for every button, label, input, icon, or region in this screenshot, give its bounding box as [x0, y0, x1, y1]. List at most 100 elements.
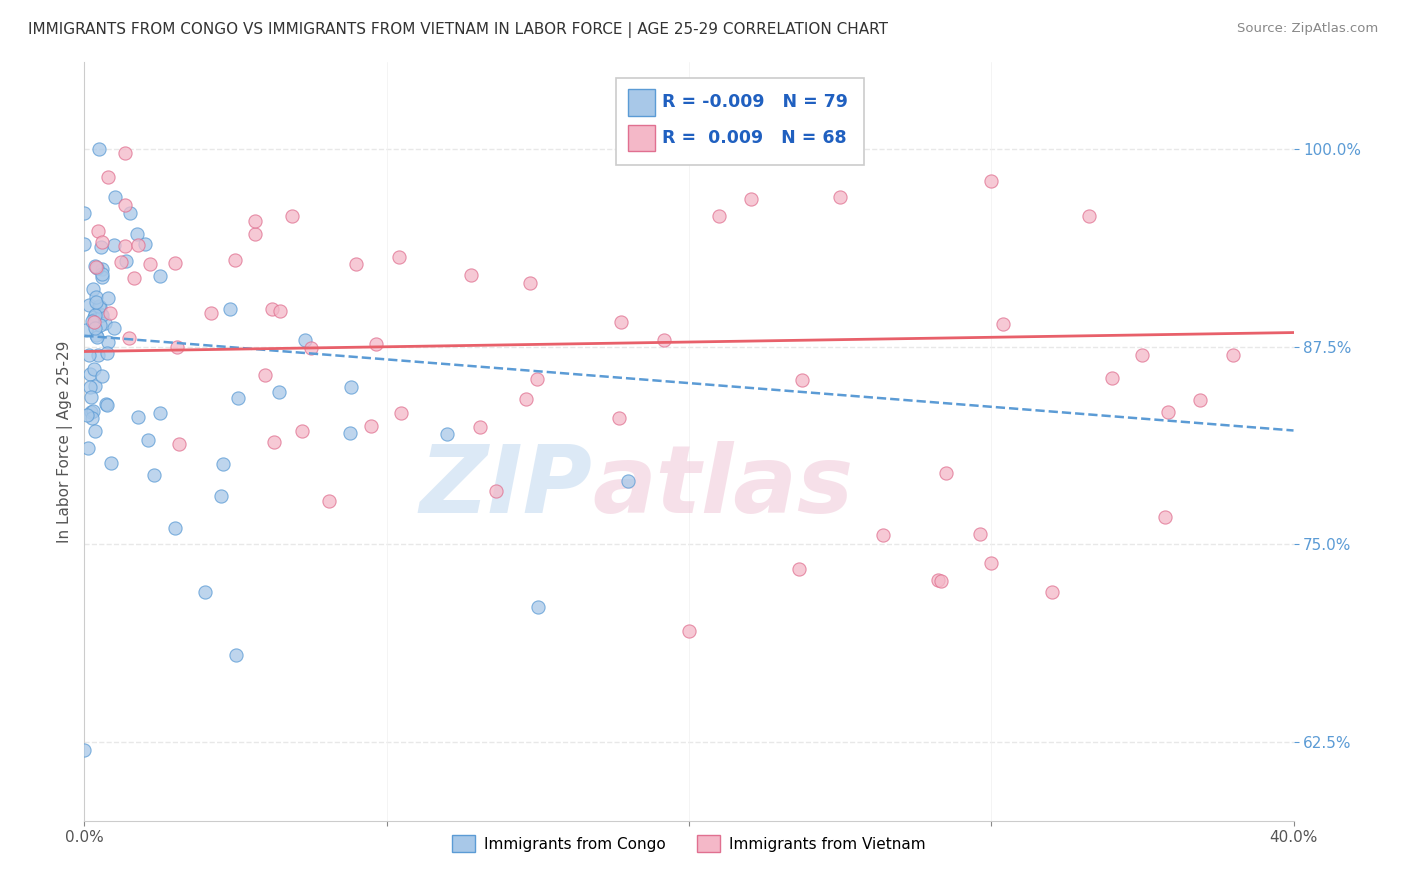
FancyBboxPatch shape [628, 89, 655, 116]
Point [104, 190, 127, 204]
Point [84, 260, 107, 274]
Point [1040, 584, 1063, 599]
Point [77, 297, 100, 311]
Point [82, 410, 104, 425]
Point [83, 379, 105, 393]
Point [82, 282, 104, 296]
Point [360, 419, 382, 434]
Point [927, 574, 949, 588]
Point [114, 145, 136, 160]
Point [299, 341, 322, 355]
Point [97, 335, 120, 350]
Point [991, 317, 1014, 331]
Point [80, 405, 103, 419]
Point [110, 255, 132, 269]
Point [86, 294, 108, 309]
Point [83, 310, 105, 325]
Text: R =  0.009   N = 68: R = 0.009 N = 68 [662, 128, 846, 146]
Point [80, 390, 103, 404]
Point [389, 406, 412, 420]
Point [91, 235, 114, 250]
Point [103, 238, 125, 252]
Point [89, 300, 111, 314]
Point [485, 484, 508, 499]
Point [138, 257, 160, 271]
Point [245, 227, 267, 242]
Text: ZIP: ZIP [419, 441, 592, 533]
Point [127, 409, 149, 424]
Point [165, 521, 187, 535]
Point [86, 348, 108, 362]
Point [267, 385, 290, 400]
Point [80, 314, 103, 328]
Point [96, 345, 118, 359]
Point [115, 254, 138, 268]
FancyBboxPatch shape [628, 125, 655, 151]
Point [790, 373, 813, 387]
Point [281, 209, 304, 223]
Point [83, 259, 105, 273]
Point [90, 308, 112, 322]
Point [366, 336, 388, 351]
Point [82, 404, 104, 418]
Point [83, 361, 105, 376]
Point [194, 584, 217, 599]
Point [91, 369, 114, 384]
Point [94, 316, 117, 330]
Point [76, 409, 98, 423]
Point [980, 174, 1002, 188]
Point [1222, 348, 1244, 362]
Point [77, 348, 100, 362]
Point [118, 331, 141, 345]
Point [1154, 510, 1177, 524]
Point [89, 299, 111, 313]
Point [707, 209, 730, 223]
Point [527, 600, 550, 615]
Point [96, 398, 118, 412]
Point [83, 424, 105, 438]
Point [1101, 370, 1123, 384]
Point [114, 197, 136, 211]
Point [344, 256, 367, 270]
Point [1130, 348, 1153, 362]
Point [340, 380, 363, 394]
Point [269, 304, 291, 318]
Point [103, 321, 125, 335]
Point [90, 267, 112, 281]
Point [872, 528, 894, 542]
Point [84, 289, 107, 303]
Point [86, 330, 108, 344]
Point [97, 169, 120, 184]
Point [90, 240, 112, 254]
Point [75, 323, 97, 337]
FancyBboxPatch shape [616, 78, 865, 165]
Point [969, 527, 991, 541]
Point [94, 396, 117, 410]
Point [165, 256, 187, 270]
Point [980, 556, 1002, 570]
Point [263, 435, 285, 450]
Y-axis label: In Labor Force | Age 25-29: In Labor Force | Age 25-29 [58, 341, 73, 542]
Text: IMMIGRANTS FROM CONGO VS IMMIGRANTS FROM VIETNAM IN LABOR FORCE | AGE 25-29 CORR: IMMIGRANTS FROM CONGO VS IMMIGRANTS FROM… [28, 22, 889, 38]
Text: R = -0.009   N = 79: R = -0.009 N = 79 [662, 93, 848, 111]
Point [134, 237, 156, 252]
Point [935, 466, 957, 480]
Point [318, 494, 340, 508]
Point [73, 237, 96, 252]
Point [294, 333, 316, 347]
Text: atlas: atlas [592, 441, 853, 533]
Point [124, 271, 146, 285]
Point [740, 192, 762, 206]
Point [86, 260, 108, 275]
Point [468, 419, 491, 434]
Point [519, 276, 541, 290]
Text: Source: ZipAtlas.com: Source: ZipAtlas.com [1237, 22, 1378, 36]
Point [515, 392, 537, 406]
Point [211, 458, 233, 472]
Point [73, 205, 96, 219]
Point [83, 315, 105, 329]
Point [219, 302, 242, 317]
Point [90, 309, 112, 323]
Point [1157, 405, 1180, 419]
Point [118, 205, 141, 219]
